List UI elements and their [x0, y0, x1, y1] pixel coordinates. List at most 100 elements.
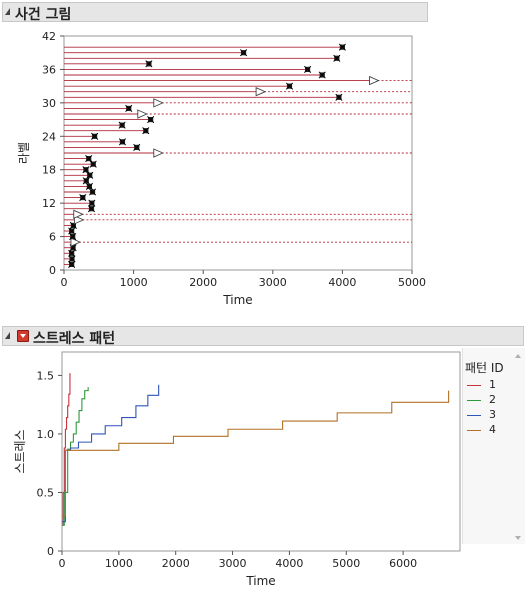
legend-item[interactable]: 2	[467, 393, 507, 407]
event-marker-x	[82, 166, 90, 174]
x-tick-label: 3000	[219, 557, 247, 570]
y-tick-label: 0	[47, 545, 54, 558]
legend-swatch	[467, 400, 481, 401]
event-marker-x	[133, 143, 141, 151]
x-tick-label: 4000	[328, 276, 356, 289]
disclosure-triangle-icon[interactable]	[5, 332, 10, 339]
legend-panel: 패턴 ID 1 2 3 4	[462, 348, 525, 544]
event-plot-header[interactable]: 사건 그림	[2, 2, 428, 23]
y-tick-label: 1.5	[37, 369, 55, 382]
censor-marker	[73, 215, 85, 225]
censor-marker	[255, 87, 267, 97]
event-marker	[333, 54, 341, 62]
event-marker	[87, 205, 96, 213]
censor-marker	[70, 237, 82, 247]
event-marker-x	[69, 233, 77, 241]
event-marker	[147, 116, 155, 124]
series-line-2	[62, 387, 89, 526]
event-marker-x	[68, 249, 76, 257]
y-tick-label: 6	[49, 231, 56, 244]
disclosure-triangle-icon[interactable]	[5, 8, 10, 15]
legend-title: 패턴 ID	[465, 361, 504, 375]
event-plot-title: 사건 그림	[15, 7, 72, 23]
y-axis-label: 스트레스	[13, 429, 27, 473]
series-line-4	[62, 390, 450, 517]
event-marker	[118, 138, 127, 146]
event-marker-x	[87, 205, 96, 213]
censor-marker	[369, 75, 380, 86]
y-tick-label: 18	[42, 164, 56, 177]
event-marker-x	[285, 82, 294, 90]
event-marker	[335, 93, 343, 101]
censor-marker	[137, 109, 148, 119]
legend-label: 3	[489, 408, 496, 421]
event-marker-x	[304, 65, 312, 73]
censor-marker	[73, 209, 84, 219]
x-tick-label: 1000	[120, 276, 148, 289]
event-marker-x	[88, 199, 96, 207]
event-marker-x	[68, 255, 76, 263]
legend-scrollbar[interactable]	[512, 350, 524, 544]
x-tick-label: 0	[59, 557, 66, 570]
legend-swatch	[467, 430, 481, 431]
event-marker	[69, 233, 77, 241]
event-marker-x	[118, 121, 126, 129]
event-marker	[88, 188, 97, 196]
event-marker-x	[318, 71, 326, 79]
legend-swatch	[467, 415, 481, 416]
event-marker-x	[145, 60, 153, 68]
event-marker-x	[125, 104, 133, 112]
event-marker	[145, 60, 153, 68]
event-marker	[91, 132, 99, 140]
event-marker-x	[69, 244, 77, 252]
censor-marker	[153, 148, 164, 158]
x-tick-label: 6000	[389, 557, 417, 570]
event-marker	[318, 71, 326, 79]
event-marker-x	[86, 171, 94, 179]
y-tick-label: 12	[42, 197, 56, 210]
scroll-up-icon[interactable]	[515, 354, 521, 358]
event-marker	[85, 182, 93, 190]
event-marker	[82, 166, 90, 174]
event-marker	[125, 104, 133, 112]
red-triangle-menu-icon[interactable]	[17, 330, 29, 342]
scroll-down-icon[interactable]	[515, 536, 521, 540]
legend-label: 1	[489, 378, 496, 391]
legend-item[interactable]: 3	[467, 408, 507, 422]
event-marker-x	[335, 93, 343, 101]
y-axis-label: 라벨	[17, 142, 31, 164]
stress-pattern-title: 스트레스 패턴	[33, 331, 116, 347]
event-marker-x	[91, 132, 99, 140]
stress-pattern-header[interactable]: 스트레스 패턴	[2, 326, 524, 347]
event-marker-x	[240, 49, 248, 57]
event-marker	[79, 194, 87, 202]
x-tick-label: 2000	[189, 276, 217, 289]
y-tick-label: 0	[49, 264, 56, 277]
x-tick-label: 5000	[398, 276, 426, 289]
event-marker-x	[68, 227, 76, 235]
x-tick-label: 5000	[332, 557, 360, 570]
event-marker	[86, 171, 94, 179]
event-marker-x	[142, 127, 150, 135]
event-marker	[285, 82, 294, 90]
x-axis-label: Time	[245, 574, 275, 588]
event-marker-x	[85, 155, 93, 163]
x-tick-label: 0	[61, 276, 68, 289]
event-marker	[142, 127, 150, 135]
y-tick-label: 24	[42, 130, 56, 143]
event-marker-x	[68, 260, 76, 268]
legend-item[interactable]: 1	[467, 378, 507, 392]
event-marker-x	[338, 43, 346, 51]
x-tick-label: 4000	[275, 557, 303, 570]
x-axis-label: Time	[222, 293, 252, 307]
legend-item[interactable]: 4	[467, 423, 507, 437]
event-marker	[304, 65, 312, 73]
event-marker	[68, 260, 76, 268]
event-marker-x	[82, 177, 90, 185]
series-line-1	[62, 373, 71, 526]
event-marker	[68, 227, 76, 235]
y-tick-label: 0.5	[37, 486, 55, 499]
event-marker	[85, 155, 93, 163]
y-tick-label: 30	[42, 97, 56, 110]
event-marker-x	[79, 194, 87, 202]
